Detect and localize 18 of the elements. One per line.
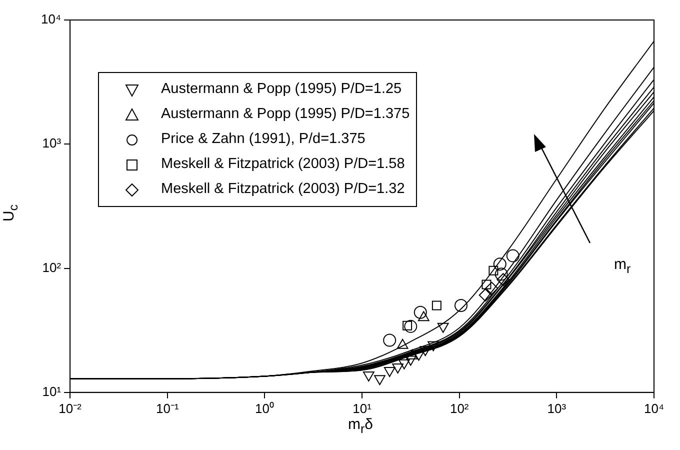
legend-label: Austermann & Popp (1995) P/D=1.375: [161, 105, 410, 124]
y-tick-label: 10³: [42, 136, 62, 151]
y-tick-label: 10⁴: [41, 12, 62, 27]
y-tick-label: 10¹: [42, 384, 62, 399]
annotation: m$_{r}$: [614, 256, 631, 276]
x-tick-label: 10⁴: [644, 400, 664, 416]
x-tick-label: 10⁻²: [58, 400, 82, 416]
x-tick-label: 10³: [547, 400, 567, 416]
legend-label: Meskell & Fitzpatrick (2003) P/D=1.58: [161, 155, 405, 174]
x-tick-label: 10⁰: [254, 400, 274, 416]
x-tick-label: 10²: [450, 400, 470, 416]
x-axis-title: m$_{r}$δ: [348, 416, 374, 436]
x-tick-label: 10⁻¹: [156, 400, 180, 416]
legend-label: Austermann & Popp (1995) P/D=1.25: [161, 80, 402, 99]
legend-label: Price & Zahn (1991), P/d=1.375: [161, 130, 366, 149]
legend-label: Meskell & Fitzpatrick (2003) P/D=1.32: [161, 180, 405, 199]
y-tick-label: 10²: [42, 260, 62, 275]
x-tick-label: 10¹: [352, 400, 372, 416]
